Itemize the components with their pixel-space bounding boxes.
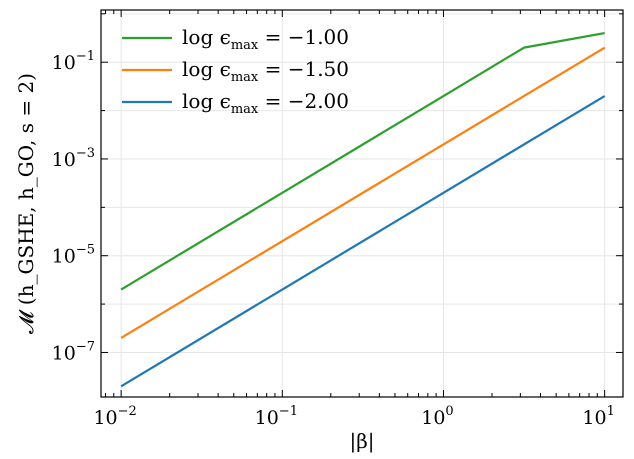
x-axis-label: |β| — [349, 429, 374, 454]
axis-ticks — [101, 10, 623, 397]
x-tick-label: 100 — [421, 404, 453, 429]
x-tick-label: 101 — [582, 404, 614, 429]
grid-lines — [101, 10, 623, 397]
x-tick-label: 10−1 — [255, 404, 298, 429]
legend: log ϵmax = −1.00 log ϵmax = −1.50 log ϵmax… — [122, 25, 349, 117]
x-tick-label: 10−2 — [93, 404, 136, 429]
y-axis-label: 𝓜 (h_GSHE, h_GO, s = 2) — [14, 73, 38, 334]
series-line-1 — [120, 31, 605, 291]
y-tick-label: 10−7 — [52, 339, 95, 364]
y-tick-label: 10−3 — [52, 146, 95, 171]
plot-frame — [100, 9, 624, 398]
y-tick-labels: 10−1 10−3 10−5 10−7 — [52, 49, 95, 364]
series-lines — [120, 31, 606, 388]
legend-label-3: log ϵmax = −2.00 — [182, 89, 349, 117]
x-tick-labels: 10−2 10−1 100 101 — [93, 404, 614, 429]
series-line-2 — [120, 46, 606, 339]
legend-label-2: log ϵmax = −1.50 — [182, 57, 349, 85]
legend-label-1: log ϵmax = −1.00 — [182, 25, 349, 53]
y-tick-label: 10−5 — [52, 243, 95, 268]
series-line-3 — [120, 95, 606, 388]
y-tick-label: 10−1 — [52, 49, 95, 74]
